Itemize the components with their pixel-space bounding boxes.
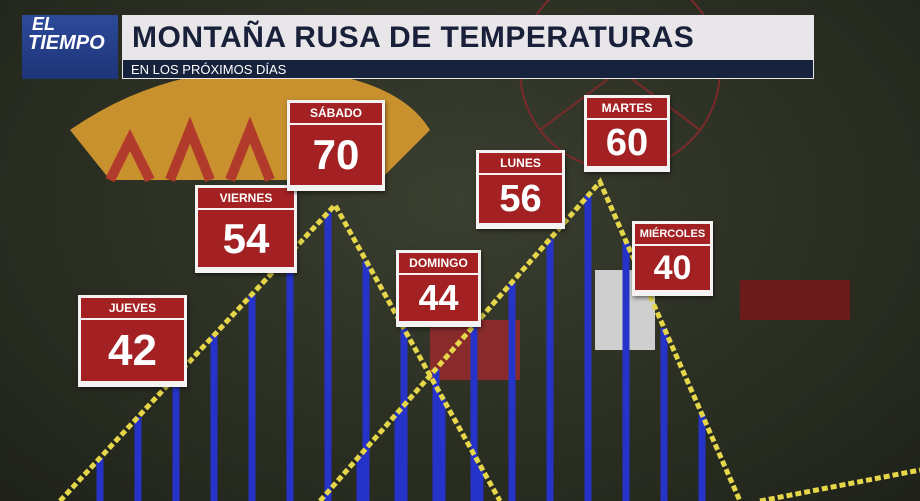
day-label: MIÉRCOLES [635, 224, 710, 244]
day-label: JUEVES [81, 298, 184, 318]
temperature-value: 40 [635, 246, 710, 290]
logo-text: TIEMPO [28, 32, 105, 54]
day-label: SÁBADO [290, 103, 382, 123]
temperature-value: 44 [399, 275, 478, 321]
day-label: VIERNES [198, 188, 294, 208]
forecast-card-sabado: SÁBADO 70 [287, 100, 385, 191]
hot-dogs-stand [740, 280, 850, 320]
forecast-card-martes: MARTES 60 [584, 95, 670, 172]
temperature-value: 56 [479, 175, 562, 223]
day-label: LUNES [479, 153, 562, 173]
forecast-card-miercoles: MIÉRCOLES 40 [632, 221, 713, 296]
forecast-card-domingo: DOMINGO 44 [396, 250, 481, 327]
logo-text: EL [32, 14, 56, 34]
day-label: MARTES [587, 98, 667, 118]
temperature-value: 60 [587, 120, 667, 166]
temperature-value: 54 [198, 210, 294, 267]
day-label: DOMINGO [399, 253, 478, 273]
forecast-card-jueves: JUEVES 42 [78, 295, 187, 387]
el-tiempo-logo: EL TIEMPO [22, 15, 118, 79]
forecast-card-viernes: VIERNES 54 [195, 185, 297, 273]
temperature-value: 70 [290, 125, 382, 185]
forecast-card-lunes: LUNES 56 [476, 150, 565, 229]
coaster-track [58, 177, 920, 501]
page-title: MONTAÑA RUSA DE TEMPERATURAS [122, 15, 814, 60]
page-subtitle: EN LOS PRÓXIMOS DÍAS [122, 60, 814, 79]
temperature-value: 42 [81, 320, 184, 381]
